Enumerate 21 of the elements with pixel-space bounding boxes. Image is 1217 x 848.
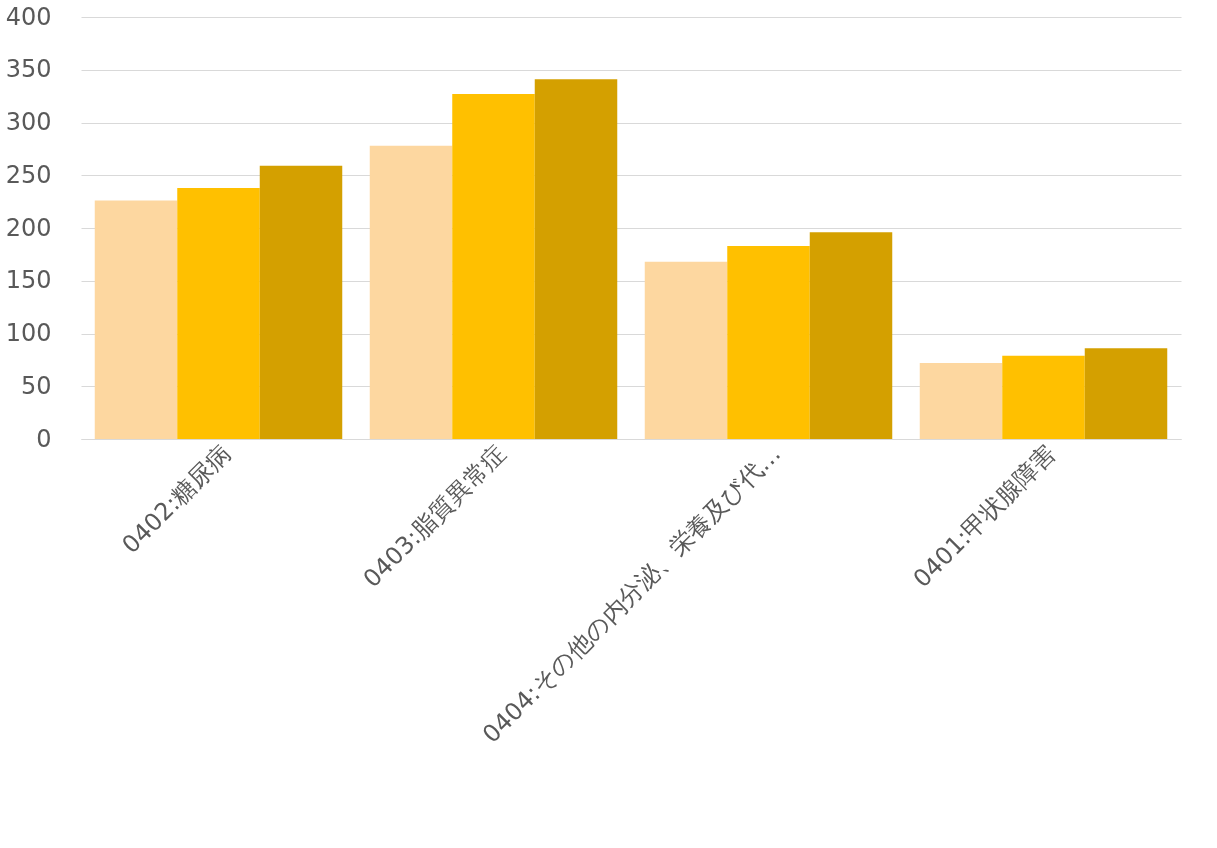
bar bbox=[727, 245, 810, 439]
bar bbox=[369, 145, 453, 439]
bar bbox=[94, 200, 178, 439]
bar bbox=[644, 261, 728, 439]
y-tick-label: 150 bbox=[5, 266, 52, 295]
y-tick-label: 50 bbox=[20, 371, 52, 400]
bar bbox=[534, 79, 618, 439]
bar bbox=[919, 363, 1003, 439]
bar bbox=[259, 165, 343, 439]
y-tick-label: 0 bbox=[36, 424, 52, 453]
y-tick-label: 400 bbox=[5, 2, 52, 31]
y-tick-label: 200 bbox=[5, 213, 52, 242]
bar bbox=[177, 187, 260, 439]
y-tick-label: 300 bbox=[5, 108, 52, 136]
bar bbox=[1084, 348, 1168, 439]
bar bbox=[809, 232, 893, 439]
y-tick-label: 350 bbox=[5, 55, 52, 84]
y-tick-label: 100 bbox=[5, 319, 52, 347]
y-tick-label: 250 bbox=[5, 160, 52, 189]
bar bbox=[1002, 355, 1085, 439]
bar bbox=[452, 94, 535, 439]
